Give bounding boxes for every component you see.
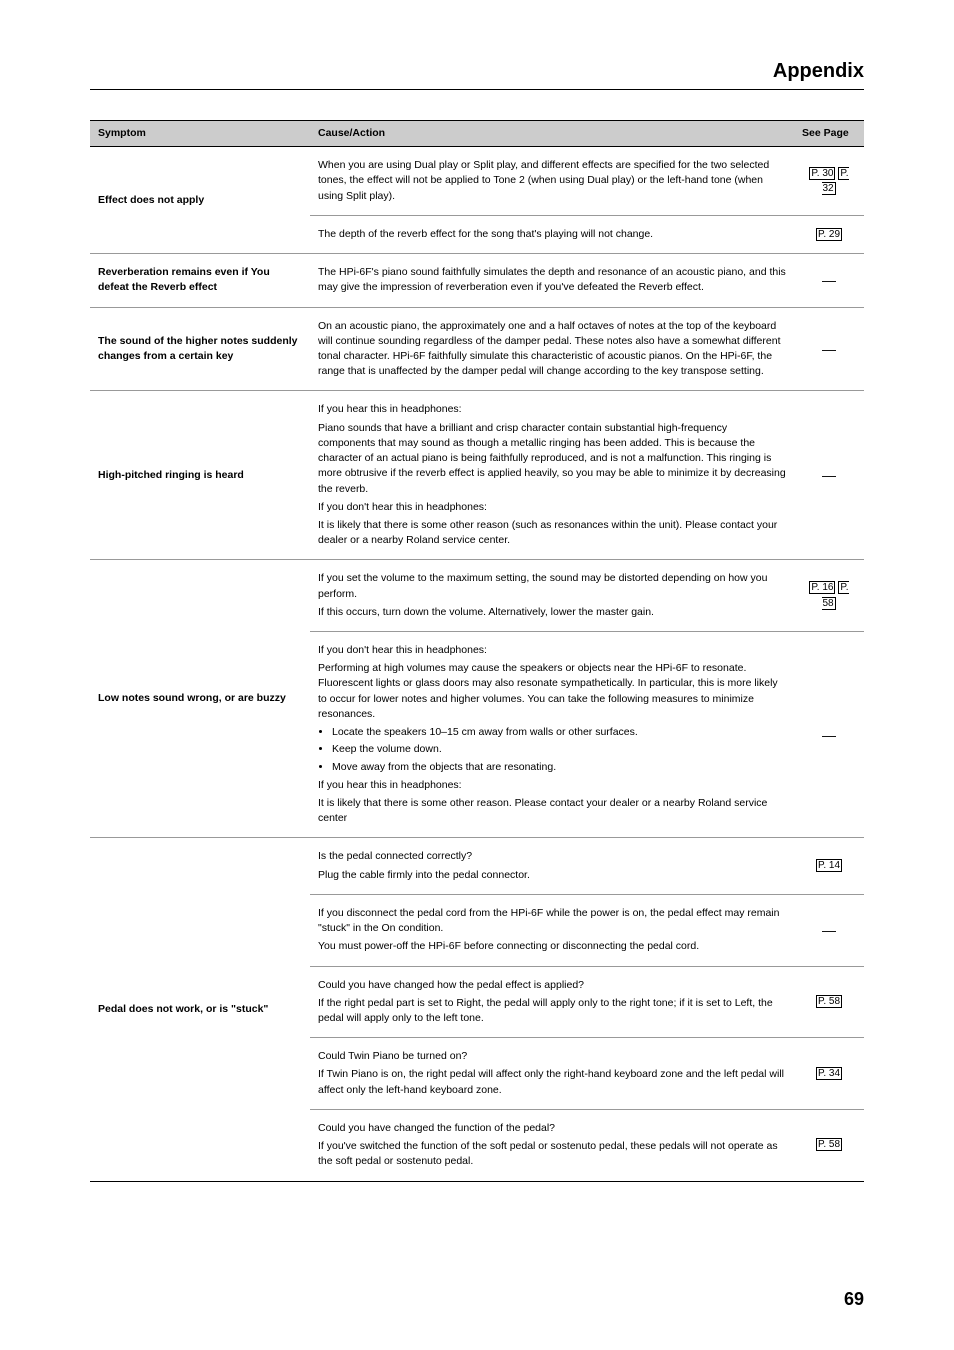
cause-text: If Twin Piano is on, the right pedal wil… — [318, 1067, 786, 1097]
symptom-cell: The sound of the higher notes suddenly c… — [90, 307, 310, 391]
cause-cell: If you don't hear this in headphones: Per… — [310, 632, 794, 838]
cause-cell: Could Twin Piano be turned on? If Twin Pi… — [310, 1038, 794, 1110]
page-link[interactable]: P. 29 — [816, 228, 842, 241]
page-cell: P. 29 — [794, 215, 864, 253]
list-item: Move away from the objects that are reso… — [332, 760, 786, 775]
cause-text: If the right pedal part is set to Right,… — [318, 996, 786, 1026]
dash-icon: — — [822, 341, 836, 357]
page-cell: — — [794, 307, 864, 391]
cause-text: Is the pedal connected correctly? — [318, 849, 786, 864]
symptom-cell: Reverberation remains even if You defeat… — [90, 254, 310, 307]
page-link[interactable]: P. 58 — [816, 1138, 842, 1151]
page-link[interactable]: P. 14 — [816, 859, 842, 872]
table-row: Pedal does not work, or is "stuck"Is the… — [90, 838, 864, 894]
cause-text: If you hear this in headphones: — [318, 402, 786, 417]
symptom-cell: Low notes sound wrong, or are buzzy — [90, 560, 310, 838]
bullet-list: Locate the speakers 10–15 cm away from w… — [318, 725, 786, 775]
page-cell: P. 34 — [794, 1038, 864, 1110]
col-cause: Cause/Action — [310, 121, 794, 147]
list-item: Locate the speakers 10–15 cm away from w… — [332, 725, 786, 740]
dash-icon: — — [822, 467, 836, 483]
cause-text: Could you have changed the function of t… — [318, 1121, 786, 1136]
cause-cell: If you hear this in headphones: Piano sou… — [310, 391, 794, 560]
dash-icon: — — [822, 922, 836, 938]
col-symptom: Symptom — [90, 121, 310, 147]
cause-cell: The depth of the reverb effect for the s… — [310, 215, 794, 253]
page-link[interactable]: P. 16 — [809, 581, 835, 594]
cause-cell: On an acoustic piano, the approximately … — [310, 307, 794, 391]
table-row: The sound of the higher notes suddenly c… — [90, 307, 864, 391]
page-link[interactable]: P. 34 — [816, 1067, 842, 1080]
cause-text: Could Twin Piano be turned on? — [318, 1049, 786, 1064]
symptom-cell: High-pitched ringing is heard — [90, 391, 310, 560]
symptom-cell: Pedal does not work, or is "stuck" — [90, 838, 310, 1181]
page-cell: — — [794, 632, 864, 838]
table-row: Effect does not applyWhen you are using … — [90, 147, 864, 216]
page-link[interactable]: P. 58 — [816, 995, 842, 1008]
page-cell: P. 58 — [794, 1109, 864, 1181]
cause-text: If you disconnect the pedal cord from th… — [318, 906, 786, 936]
cause-text: Performing at high volumes may cause the… — [318, 661, 786, 722]
dash-icon: — — [822, 272, 836, 288]
cause-text: The HPi-6F's piano sound faithfully simu… — [318, 265, 786, 295]
cause-text: If you don't hear this in headphones: — [318, 500, 786, 515]
list-item: Keep the volume down. — [332, 742, 786, 757]
page-cell: P. 16 P. 58 — [794, 560, 864, 632]
table-row: Reverberation remains even if You defeat… — [90, 254, 864, 307]
page-cell: — — [794, 391, 864, 560]
table-row: High-pitched ringing is heardIf you hear… — [90, 391, 864, 560]
cause-text: Piano sounds that have a brilliant and c… — [318, 421, 786, 497]
page-cell: — — [794, 894, 864, 966]
page-number: 69 — [844, 1289, 864, 1310]
page-cell: P. 14 — [794, 838, 864, 894]
cause-text: If you don't hear this in headphones: — [318, 643, 786, 658]
cause-text: If this occurs, turn down the volume. Al… — [318, 605, 786, 620]
symptom-cell: Effect does not apply — [90, 147, 310, 254]
page-cell: P. 30 P. 32 — [794, 147, 864, 216]
cause-cell: The HPi-6F's piano sound faithfully simu… — [310, 254, 794, 307]
cause-cell: If you set the volume to the maximum set… — [310, 560, 794, 632]
cause-text: The depth of the reverb effect for the s… — [318, 227, 786, 242]
cause-cell: Is the pedal connected correctly? Plug th… — [310, 838, 794, 894]
table-header-row: Symptom Cause/Action See Page — [90, 121, 864, 147]
cause-text: You must power-off the HPi-6F before con… — [318, 939, 786, 954]
cause-text: Could you have changed how the pedal eff… — [318, 978, 786, 993]
page-header: Appendix — [90, 60, 864, 90]
cause-text: Plug the cable firmly into the pedal con… — [318, 868, 786, 883]
cause-text: On an acoustic piano, the approximately … — [318, 319, 786, 380]
cause-text: If you hear this in headphones: — [318, 778, 786, 793]
cause-text: When you are using Dual play or Split pl… — [318, 158, 786, 204]
cause-cell: Could you have changed the function of t… — [310, 1109, 794, 1181]
cause-text: If you set the volume to the maximum set… — [318, 571, 786, 601]
col-page: See Page — [794, 121, 864, 147]
page-link[interactable]: P. 30 — [809, 167, 835, 180]
cause-text: It is likely that there is some other re… — [318, 796, 786, 826]
cause-cell: When you are using Dual play or Split pl… — [310, 147, 794, 216]
cause-cell: If you disconnect the pedal cord from th… — [310, 894, 794, 966]
page-title: Appendix — [773, 60, 864, 82]
cause-text: If you've switched the function of the s… — [318, 1139, 786, 1169]
cause-cell: Could you have changed how the pedal eff… — [310, 966, 794, 1038]
troubleshooting-table: Symptom Cause/Action See Page Effect doe… — [90, 120, 864, 1182]
dash-icon: — — [822, 727, 836, 743]
table-row: Low notes sound wrong, or are buzzyIf yo… — [90, 560, 864, 632]
page-cell: P. 58 — [794, 966, 864, 1038]
page-cell: — — [794, 254, 864, 307]
cause-text: It is likely that there is some other re… — [318, 518, 786, 548]
